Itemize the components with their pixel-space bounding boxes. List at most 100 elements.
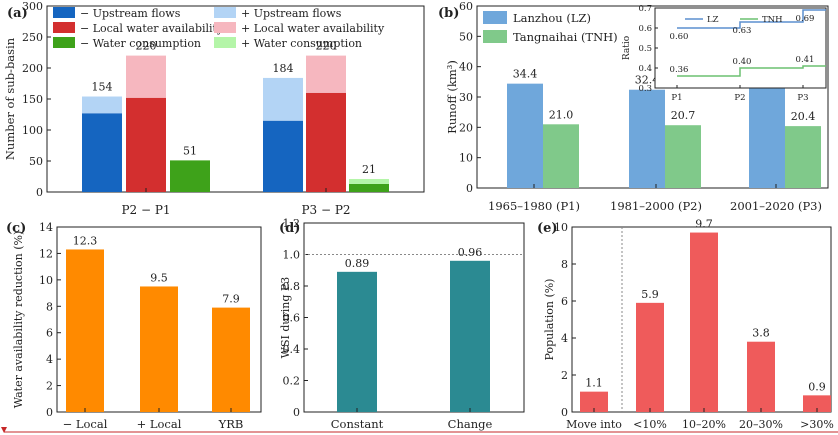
b-bar <box>629 89 665 188</box>
b-inset-y-axis-label: Ratio <box>622 36 632 60</box>
c-data-label: 12.3 <box>73 234 98 247</box>
a-legend-label: + Upstream flows <box>241 7 342 20</box>
e-y-tick-label: 0 <box>561 406 568 419</box>
b-inset-x-tick-label: P1 <box>671 93 682 103</box>
b-legend-label: Lanzhou (LZ) <box>513 11 591 25</box>
b-legend-label: Tangnaihai (TNH) <box>513 30 618 44</box>
b-x-tick-label: 1981–2000 (P2) <box>610 199 702 213</box>
c-data-label: 7.9 <box>222 293 240 306</box>
c-y-tick-label: 12 <box>39 247 53 260</box>
e-y-axis-label: Population (%) <box>543 279 556 361</box>
b-y-tick-label: 10 <box>459 152 473 165</box>
b-bar <box>507 83 543 188</box>
a-data-label: 220 <box>316 40 337 53</box>
e-y-tick-label: 4 <box>561 332 568 345</box>
a-legend-swatch <box>214 37 236 48</box>
a-bar-segment <box>263 120 303 192</box>
a-legend-swatch <box>53 22 75 33</box>
a-bar-segment <box>306 92 346 192</box>
a-y-tick-label: 250 <box>22 31 43 44</box>
b-y-tick-label: 30 <box>459 91 473 104</box>
e-x-tick-label: 20–30% <box>739 418 783 431</box>
a-legend-swatch <box>53 7 75 18</box>
b-inset-x-tick-label: P3 <box>797 93 808 103</box>
b-y-tick-label: 50 <box>459 30 473 43</box>
e-x-tick-label: Move into <box>566 418 622 431</box>
b-inset-line <box>677 9 826 29</box>
b-x-tick-label: 2001–2020 (P3) <box>730 199 822 213</box>
c-y-tick-label: 4 <box>46 353 53 366</box>
e-bar <box>580 391 608 412</box>
b-bar <box>785 126 821 188</box>
b-data-label: 21.0 <box>549 108 574 121</box>
c-y-axis-label: Water availability reduction (%) <box>12 231 25 408</box>
d-panel-label: (d) <box>279 221 300 236</box>
b-data-label: 20.7 <box>671 109 696 122</box>
a-y-axis-label: Number of sub-basin <box>3 37 17 160</box>
c-y-tick-label: 6 <box>46 327 53 340</box>
b-inset-y-tick-label: 0.5 <box>638 44 652 54</box>
b-y-tick-label: 60 <box>459 0 473 13</box>
a-data-label: 154 <box>92 81 113 94</box>
a-panel-label: (a) <box>7 6 28 21</box>
b-data-label: 34.4 <box>513 68 538 81</box>
b-inset-y-tick-label: 0.6 <box>638 24 652 34</box>
b-y-tick-label: 0 <box>466 182 473 195</box>
a-legend-swatch <box>214 7 236 18</box>
a-x-tick-label: P3 − P2 <box>301 203 350 217</box>
a-data-label: 220 <box>136 40 157 53</box>
a-data-label: 51 <box>183 144 197 157</box>
c-x-tick-label: + Local <box>137 417 182 431</box>
e-bar <box>636 302 664 412</box>
d-data-label: 0.96 <box>458 246 483 259</box>
d-bar <box>450 260 490 412</box>
footer-triangle-icon <box>1 427 7 433</box>
a-bar-segment <box>126 55 166 98</box>
e-data-label: 5.9 <box>641 288 659 301</box>
b-y-tick-label: 20 <box>459 121 473 134</box>
b-inset-y-tick-label: 0.4 <box>638 64 652 74</box>
b-inset-data-label: 0.60 <box>670 32 689 42</box>
c-y-tick-label: 2 <box>46 380 53 393</box>
a-x-tick-label: P2 − P1 <box>121 203 170 217</box>
a-data-label: 184 <box>273 62 294 75</box>
c-data-label: 9.5 <box>150 271 168 284</box>
b-y-axis-label: Runoff (km³) <box>445 60 459 134</box>
c-bar <box>212 307 250 412</box>
d-y-tick-label: 0.6 <box>283 312 301 325</box>
b-x-tick-label: 1965–1980 (P1) <box>488 199 580 213</box>
a-legend-label: − Water consumption <box>80 37 201 50</box>
d-y-tick-label: 0.2 <box>283 375 301 388</box>
b-inset-data-label: 0.40 <box>733 57 752 67</box>
a-bar-segment <box>263 77 303 121</box>
a-bar-segment <box>170 160 210 192</box>
a-bar-segment <box>82 96 122 114</box>
d-y-tick-label: 0.4 <box>283 343 301 356</box>
d-y-tick-label: 1.0 <box>283 249 301 262</box>
e-data-label: 1.1 <box>585 377 603 390</box>
b-inset-legend-label: TNH <box>762 15 783 25</box>
c-y-tick-label: 8 <box>46 300 53 313</box>
b-legend-swatch <box>483 11 507 24</box>
a-bar-segment <box>349 178 389 184</box>
e-x-tick-label: 10–20% <box>682 418 726 431</box>
d-y-axis-label: WSI during P3 <box>279 277 292 359</box>
e-y-tick-label: 8 <box>561 258 568 271</box>
d-bar <box>337 271 377 412</box>
a-y-tick-label: 50 <box>29 155 43 168</box>
d-y-tick-label: 0 <box>293 406 300 419</box>
b-inset-legend-label: LZ <box>707 15 719 25</box>
c-y-tick-label: 10 <box>39 274 53 287</box>
a-y-tick-label: 200 <box>22 62 43 75</box>
c-x-tick-label: YRB <box>218 417 244 431</box>
b-inset-x-tick-label: P2 <box>734 93 745 103</box>
b-panel-label: (b) <box>438 6 459 21</box>
d-y-tick-label: 0.8 <box>283 280 301 293</box>
b-legend-swatch <box>483 30 507 43</box>
c-panel-label: (c) <box>6 221 26 236</box>
a-legend-label: − Upstream flows <box>80 7 181 20</box>
e-bar <box>803 395 831 412</box>
d-x-tick-label: Constant <box>331 417 384 431</box>
d-data-label: 0.89 <box>345 257 370 270</box>
